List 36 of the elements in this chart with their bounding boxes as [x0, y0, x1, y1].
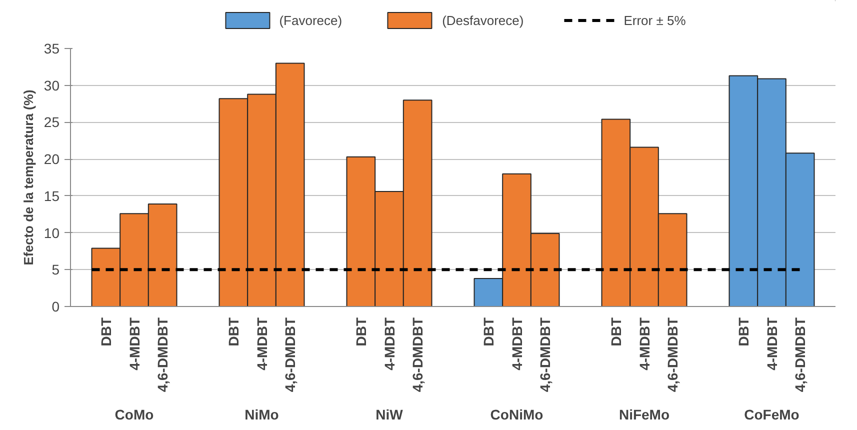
- y-axis-title: Efecto de la temperatura (%): [20, 90, 36, 266]
- y-tick-label: 35: [44, 40, 60, 56]
- x-tick-label: DBT: [98, 317, 114, 346]
- y-tick-label: 15: [44, 188, 60, 204]
- x-tick-label: 4-MDBT: [126, 317, 142, 370]
- text: NiW: [376, 406, 404, 422]
- x-tick-label: 4-MDBT: [381, 317, 398, 370]
- x-tick-label: DBT: [352, 317, 369, 346]
- text: NiFeMo: [618, 406, 670, 422]
- legend-label: (Favorece): [279, 12, 342, 28]
- x-tick-label: 4-MDBT: [636, 317, 652, 370]
- text: CoFeMo: [744, 406, 800, 422]
- y-tick-label: 0: [52, 298, 60, 314]
- legend-label: (Desfavorece): [442, 12, 524, 28]
- x-tick-label: DBT: [480, 317, 496, 346]
- x-tick-label: 4,6-DMDBT: [282, 317, 298, 392]
- x-tick-label: 4,6-DMDBT: [537, 317, 554, 392]
- legend-label: Error ± 5%: [624, 12, 686, 28]
- x-tick-label: DBT: [735, 317, 752, 346]
- y-tick-label: 5: [52, 262, 60, 278]
- x-tick-label: 4,6-DMDBT: [664, 317, 681, 392]
- text: CoNiMo: [490, 406, 544, 422]
- x-tick-label: 4-MDBT: [254, 317, 270, 370]
- text: CoMo: [114, 406, 154, 422]
- x-tick-label: 4-MDBT: [764, 317, 780, 370]
- x-tick-label: DBT: [225, 317, 242, 346]
- x-tick-label: 4-MDBT: [508, 317, 525, 370]
- x-tick-label: 4,6-DMDBT: [410, 317, 426, 392]
- x-tick-label: 4,6-DMDBT: [792, 317, 808, 392]
- x-tick-label: DBT: [608, 317, 624, 346]
- y-tick-label: 25: [44, 114, 60, 130]
- y-tick-label: 20: [44, 151, 60, 168]
- y-tick-label: 10: [44, 224, 60, 241]
- text: NiMo: [244, 406, 279, 422]
- x-tick-label: 4,6-DMDBT: [154, 317, 171, 392]
- y-tick-label: 30: [44, 77, 60, 94]
